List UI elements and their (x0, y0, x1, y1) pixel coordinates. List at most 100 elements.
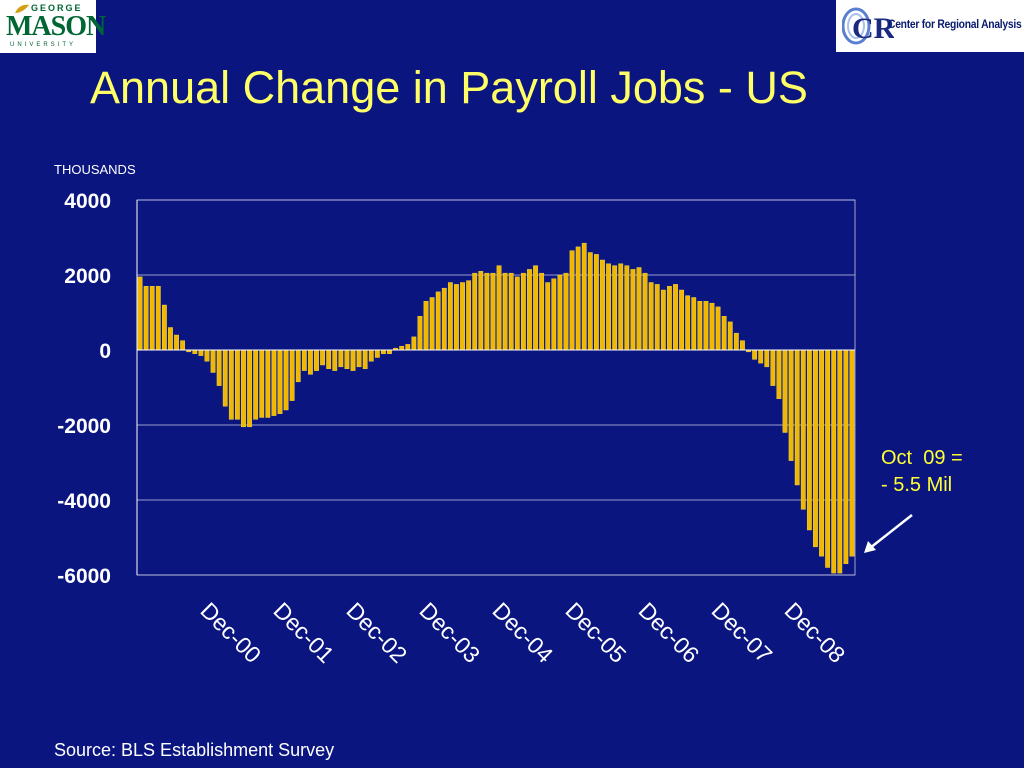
bar (587, 252, 593, 351)
bar (338, 349, 344, 368)
bar (557, 274, 563, 351)
bar (667, 286, 672, 351)
bar (825, 349, 831, 568)
bar (210, 349, 216, 373)
bar (368, 349, 374, 362)
bar (277, 349, 283, 414)
x-tick-group: Dec-07 (707, 597, 778, 668)
cra-logo-text: Center for Regional Analysis (888, 17, 1022, 31)
x-tick-label: Dec-05 (561, 597, 632, 668)
bar (143, 286, 149, 351)
bar (679, 289, 684, 351)
bar (697, 301, 703, 351)
bar (241, 349, 246, 428)
bar (149, 286, 155, 351)
bar (502, 272, 508, 351)
x-tick-label: Dec-08 (780, 597, 851, 668)
bar (514, 276, 520, 351)
bar (362, 349, 368, 369)
source-note: Source: BLS Establishment Survey (54, 740, 335, 760)
bar (843, 349, 849, 564)
bar (642, 272, 648, 351)
y-tick-label: 2000 (64, 265, 111, 288)
bar (198, 349, 204, 356)
bar (423, 301, 429, 351)
gmu-leaf-icon (15, 4, 29, 13)
bar (374, 349, 380, 358)
bar (539, 272, 545, 351)
x-tick-group: Dec-08 (780, 597, 851, 668)
y-tick-label: 0 (99, 340, 111, 363)
bar (320, 349, 325, 366)
y-tick-label: 4000 (64, 190, 111, 213)
bar (441, 287, 447, 351)
bar (849, 349, 855, 557)
bar (569, 250, 575, 351)
bar (654, 284, 660, 351)
bar (496, 265, 502, 351)
x-tick-group: Dec-03 (414, 597, 485, 668)
cra-logo[interactable]: CRA Center for Regional Analysis (836, 0, 1024, 52)
bar (350, 349, 356, 371)
bar (411, 336, 417, 351)
bar (806, 349, 812, 531)
bar (600, 259, 605, 351)
bar (478, 271, 484, 351)
bar (606, 263, 611, 351)
bar (314, 349, 319, 371)
bar (758, 349, 764, 364)
bar (168, 327, 173, 351)
bar (271, 349, 277, 416)
axes (136, 200, 855, 575)
bars (137, 242, 855, 574)
bar (618, 263, 624, 351)
bar (472, 272, 478, 351)
bar (192, 349, 198, 354)
bar (551, 278, 557, 351)
bar (155, 286, 161, 351)
bar (447, 282, 453, 351)
bar (715, 306, 721, 351)
bar (520, 272, 526, 351)
bar (295, 349, 301, 383)
bar (813, 349, 818, 548)
bar (381, 349, 386, 354)
cra-mark-text: CRA (852, 12, 894, 45)
bar (174, 334, 179, 351)
arrow-head (864, 541, 876, 553)
x-tick-group: Dec-02 (341, 597, 412, 668)
x-tick-label: Dec-06 (634, 597, 705, 668)
x-tick-label: Dec-02 (341, 597, 412, 668)
bar (545, 282, 551, 351)
bar (180, 340, 186, 351)
bar (222, 349, 228, 407)
bar (228, 349, 234, 420)
x-tick-group: Dec-01 (268, 597, 339, 668)
bar (837, 349, 843, 574)
bar (326, 349, 332, 369)
x-tick-label: Dec-00 (195, 597, 266, 668)
bar (301, 349, 307, 371)
bar (630, 269, 636, 351)
arrow-line (869, 514, 913, 549)
bar (387, 349, 392, 354)
gmu-logo-line1: GEORGE (31, 3, 83, 13)
bar (484, 272, 490, 351)
bar (332, 349, 338, 371)
bar (721, 316, 727, 351)
bar (216, 349, 222, 386)
y-unit-label: THOUSANDS (54, 162, 136, 177)
bar (454, 284, 459, 351)
bar (460, 282, 465, 351)
bar (259, 349, 265, 418)
slide-title: Annual Change in Payroll Jobs - US (90, 62, 808, 113)
x-tick-group: Dec-04 (488, 597, 559, 668)
bar (344, 349, 350, 369)
bar (289, 349, 295, 401)
bar (204, 349, 210, 362)
bar (782, 349, 788, 433)
gmu-logo[interactable]: GEORGE MASON UNIVERSITY (0, 0, 106, 53)
bar (752, 349, 757, 360)
bar (776, 349, 782, 399)
